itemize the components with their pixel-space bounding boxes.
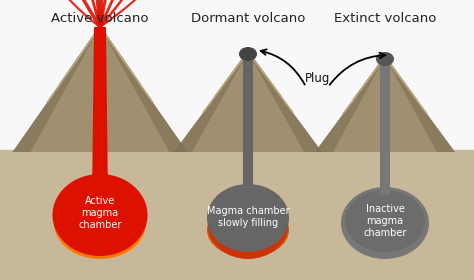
Polygon shape	[12, 27, 100, 152]
Text: Dormant volcano: Dormant volcano	[191, 12, 305, 25]
Polygon shape	[174, 52, 248, 152]
Bar	[0, 150, 474, 280]
Polygon shape	[92, 27, 108, 198]
Ellipse shape	[376, 52, 394, 66]
Ellipse shape	[341, 187, 429, 259]
Polygon shape	[315, 57, 385, 152]
Text: Active
magma
chamber: Active magma chamber	[78, 196, 122, 230]
Text: Active volcano: Active volcano	[51, 12, 149, 25]
Polygon shape	[100, 27, 188, 152]
Polygon shape	[315, 57, 455, 152]
Polygon shape	[248, 52, 322, 152]
Bar	[243, 52, 253, 194]
Polygon shape	[12, 27, 188, 152]
Polygon shape	[174, 52, 322, 152]
Text: Extinct volcano: Extinct volcano	[334, 12, 436, 25]
Ellipse shape	[239, 47, 257, 61]
Text: Inactive
magma
chamber: Inactive magma chamber	[363, 204, 407, 238]
Ellipse shape	[53, 174, 147, 256]
Ellipse shape	[208, 191, 288, 259]
Text: Plug: Plug	[305, 72, 331, 85]
Bar	[380, 57, 390, 195]
Ellipse shape	[207, 184, 289, 252]
Text: Magma chamber
slowly filling: Magma chamber slowly filling	[207, 206, 289, 228]
Ellipse shape	[54, 187, 146, 259]
Ellipse shape	[207, 202, 289, 258]
Ellipse shape	[56, 198, 144, 258]
Ellipse shape	[345, 190, 425, 252]
Polygon shape	[385, 57, 455, 152]
